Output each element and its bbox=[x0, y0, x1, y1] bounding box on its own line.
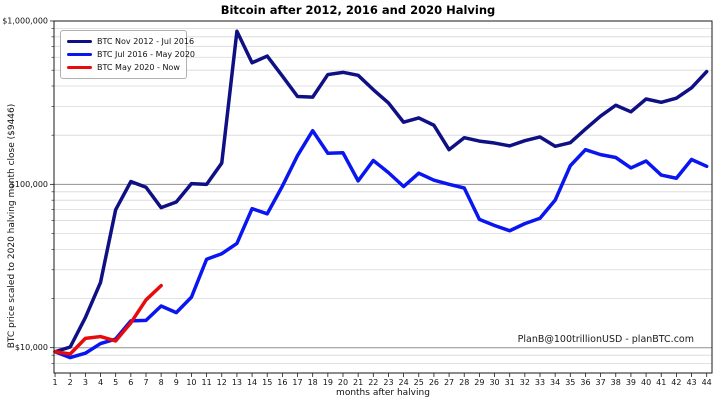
x-tick-label: 44 bbox=[702, 378, 712, 387]
legend-item-label: BTC Jul 2016 - May 2020 bbox=[97, 50, 196, 59]
x-tick-label: 28 bbox=[459, 378, 469, 387]
legend-line-swatch bbox=[67, 65, 92, 70]
x-tick-label: 1 bbox=[53, 378, 58, 387]
y-tick-label: $1,000,000 bbox=[2, 17, 48, 26]
y-tick-label: $10,000 bbox=[15, 343, 48, 352]
legend-item: BTC Nov 2012 - Jul 2016 bbox=[67, 35, 194, 48]
x-tick-label: 39 bbox=[626, 378, 636, 387]
x-tick-label: 16 bbox=[277, 378, 287, 387]
x-tick-label: 21 bbox=[353, 378, 363, 387]
x-tick-label: 2 bbox=[68, 378, 73, 387]
y-axis-label: BTC price scaled to 2020 halving month c… bbox=[7, 103, 17, 349]
x-tick-label: 41 bbox=[656, 378, 666, 387]
y-tick-label: $100,000 bbox=[10, 180, 48, 189]
series-line-0 bbox=[53, 29, 709, 354]
x-tick-label: 26 bbox=[429, 378, 439, 387]
x-tick-label: 22 bbox=[368, 378, 378, 387]
x-tick-label: 24 bbox=[399, 378, 409, 387]
x-tick-label: 31 bbox=[505, 378, 515, 387]
x-tick-label: 25 bbox=[414, 378, 424, 387]
x-tick-label: 4 bbox=[98, 378, 103, 387]
x-axis-label: months after halving bbox=[336, 388, 430, 398]
x-tick-label: 3 bbox=[83, 378, 88, 387]
chart-title: Bitcoin after 2012, 2016 and 2020 Halvin… bbox=[220, 3, 496, 17]
x-tick-label: 29 bbox=[474, 378, 484, 387]
legend-line-swatch bbox=[67, 52, 92, 57]
x-tick-label: 30 bbox=[489, 378, 499, 387]
x-tick-label: 6 bbox=[128, 378, 133, 387]
legend-item: BTC Jul 2016 - May 2020 bbox=[67, 48, 195, 61]
legend-item-label: BTC May 2020 - Now bbox=[97, 63, 180, 72]
x-tick-label: 40 bbox=[641, 378, 651, 387]
x-tick-label: 32 bbox=[520, 378, 530, 387]
x-tick-label: 27 bbox=[444, 378, 454, 387]
x-tick-label: 35 bbox=[565, 378, 575, 387]
x-tick-label: 17 bbox=[292, 378, 302, 387]
x-tick-label: 9 bbox=[174, 378, 179, 387]
x-tick-label: 13 bbox=[232, 378, 242, 387]
legend-item: BTC May 2020 - Now bbox=[67, 61, 180, 74]
watermark-text: PlanB@100trillionUSD - planBTC.com bbox=[517, 334, 694, 345]
x-tick-label: 14 bbox=[247, 378, 257, 387]
x-tick-label: 36 bbox=[580, 378, 590, 387]
x-tick-label: 18 bbox=[308, 378, 318, 387]
x-tick-label: 10 bbox=[186, 378, 196, 387]
series-line-2 bbox=[53, 283, 163, 356]
legend: BTC Nov 2012 - Jul 2016 BTC Jul 2016 - Ma… bbox=[60, 30, 195, 79]
x-tick-label: 8 bbox=[159, 378, 164, 387]
x-tick-label: 42 bbox=[671, 378, 681, 387]
legend-line-swatch bbox=[67, 39, 92, 44]
x-tick-label: 34 bbox=[550, 378, 560, 387]
x-tick-label: 43 bbox=[686, 378, 696, 387]
plot-border bbox=[53, 20, 713, 374]
x-tick-label: 12 bbox=[217, 378, 227, 387]
x-tick-label: 5 bbox=[113, 378, 118, 387]
x-tick-label: 7 bbox=[143, 378, 148, 387]
x-tick-label: 11 bbox=[202, 378, 212, 387]
x-tick-label: 20 bbox=[338, 378, 348, 387]
x-tick-label: 33 bbox=[535, 378, 545, 387]
series-line-1 bbox=[53, 128, 709, 360]
x-tick-label: 23 bbox=[383, 378, 393, 387]
x-tick-label: 15 bbox=[262, 378, 272, 387]
legend-item-label: BTC Nov 2012 - Jul 2016 bbox=[97, 37, 195, 46]
x-tick-label: 37 bbox=[596, 378, 606, 387]
x-tick-label: 19 bbox=[323, 378, 333, 387]
x-tick-label: 38 bbox=[611, 378, 621, 387]
